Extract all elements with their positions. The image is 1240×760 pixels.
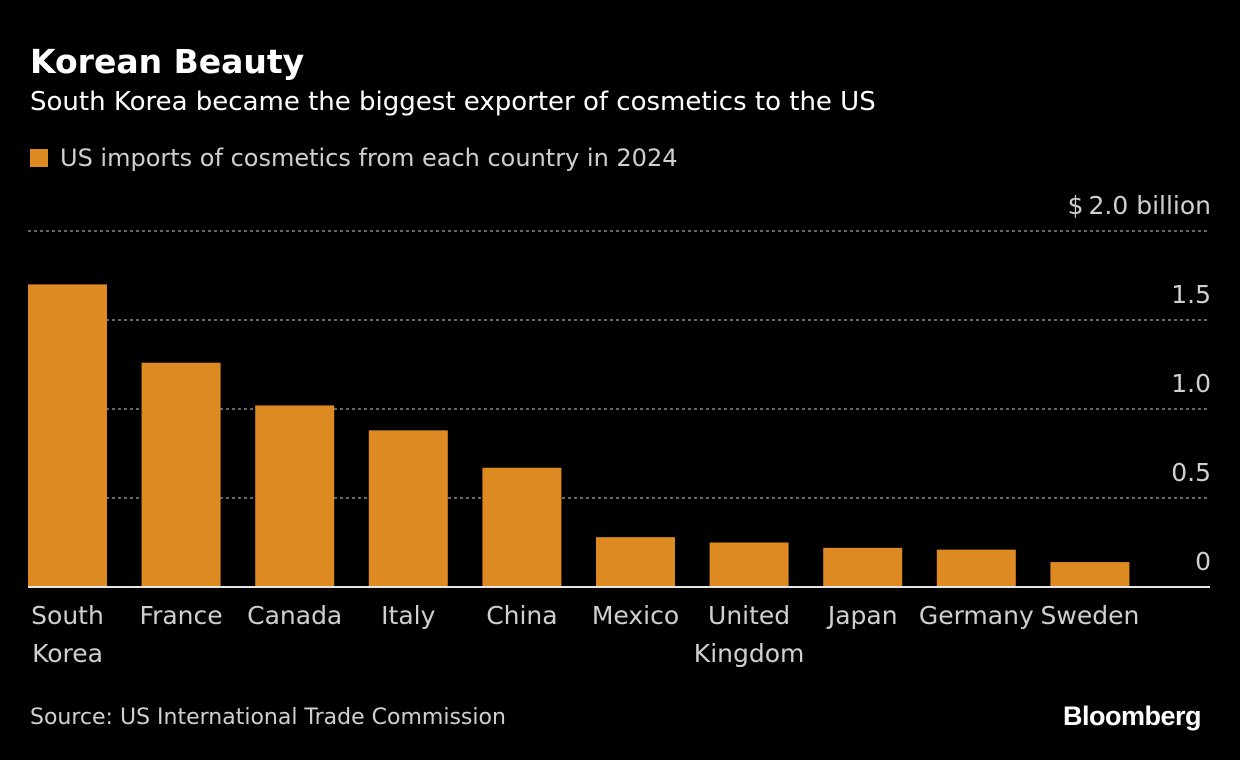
x-tick-label-line: South (31, 601, 104, 630)
y-tick-label: $ 2.0 billion (1068, 191, 1211, 220)
x-tick-label-line: Korea (32, 639, 103, 668)
bar-china (482, 467, 562, 587)
x-tick-label: Mexico (592, 601, 679, 630)
x-tick-label: Sweden (1041, 601, 1140, 630)
legend-label: US imports of cosmetics from each countr… (60, 144, 678, 172)
bar-france (141, 362, 221, 587)
bar-united-kingdom (709, 542, 789, 587)
x-tick-label-line: Japan (826, 601, 898, 630)
x-tick-label-line: Germany (919, 601, 1034, 630)
x-tick-label: United Kingdom (694, 601, 805, 668)
chart-title: Korean Beauty (30, 42, 305, 81)
bar-italy (368, 430, 448, 587)
bar-chart: 0 0.5 1.0 1.5 $ 2.0 billion South Korea France… (28, 191, 1211, 668)
bar-sweden (1050, 562, 1130, 587)
source-note: Source: US International Trade Commissio… (30, 705, 506, 730)
x-tick-label: Germany (919, 601, 1034, 630)
x-axis-labels: South Korea France Canada Italy China Mexico Un… (31, 601, 1139, 668)
x-tick-label-line: China (486, 601, 557, 630)
chart-subtitle: South Korea became the biggest exporter … (30, 87, 876, 117)
x-tick-label-line: Mexico (592, 601, 679, 630)
x-tick-label-line: Sweden (1041, 601, 1140, 630)
bars (28, 284, 1130, 587)
x-tick-label: Italy (381, 601, 435, 630)
y-tick-label: 0.5 (1171, 458, 1211, 487)
bar-canada (255, 405, 335, 587)
x-tick-label: Canada (247, 601, 342, 630)
bloomberg-logo: Bloomberg (1062, 701, 1202, 731)
x-tick-label-line: Italy (381, 601, 435, 630)
y-tick-label: 0 (1195, 547, 1211, 576)
bar-japan (823, 547, 903, 587)
x-tick-label-line: Canada (247, 601, 342, 630)
x-tick-label: South Korea (31, 601, 104, 668)
legend-swatch (30, 149, 48, 167)
y-tick-label: 1.0 (1171, 369, 1211, 398)
legend: US imports of cosmetics from each countr… (30, 141, 677, 175)
x-tick-label: France (140, 601, 223, 630)
y-tick-label: 1.5 (1171, 280, 1211, 309)
x-tick-label-line: France (140, 601, 223, 630)
x-tick-label: Japan (826, 601, 898, 630)
x-tick-label-line: Kingdom (694, 639, 805, 668)
y-axis-ticks: 0 0.5 1.0 1.5 $ 2.0 billion (1068, 191, 1211, 576)
x-tick-label-line: United (708, 601, 790, 630)
bar-mexico (596, 537, 675, 587)
x-tick-label: China (486, 601, 557, 630)
bar-south-korea (28, 284, 107, 587)
bar-germany (936, 549, 1016, 587)
gridlines (28, 230, 1210, 499)
